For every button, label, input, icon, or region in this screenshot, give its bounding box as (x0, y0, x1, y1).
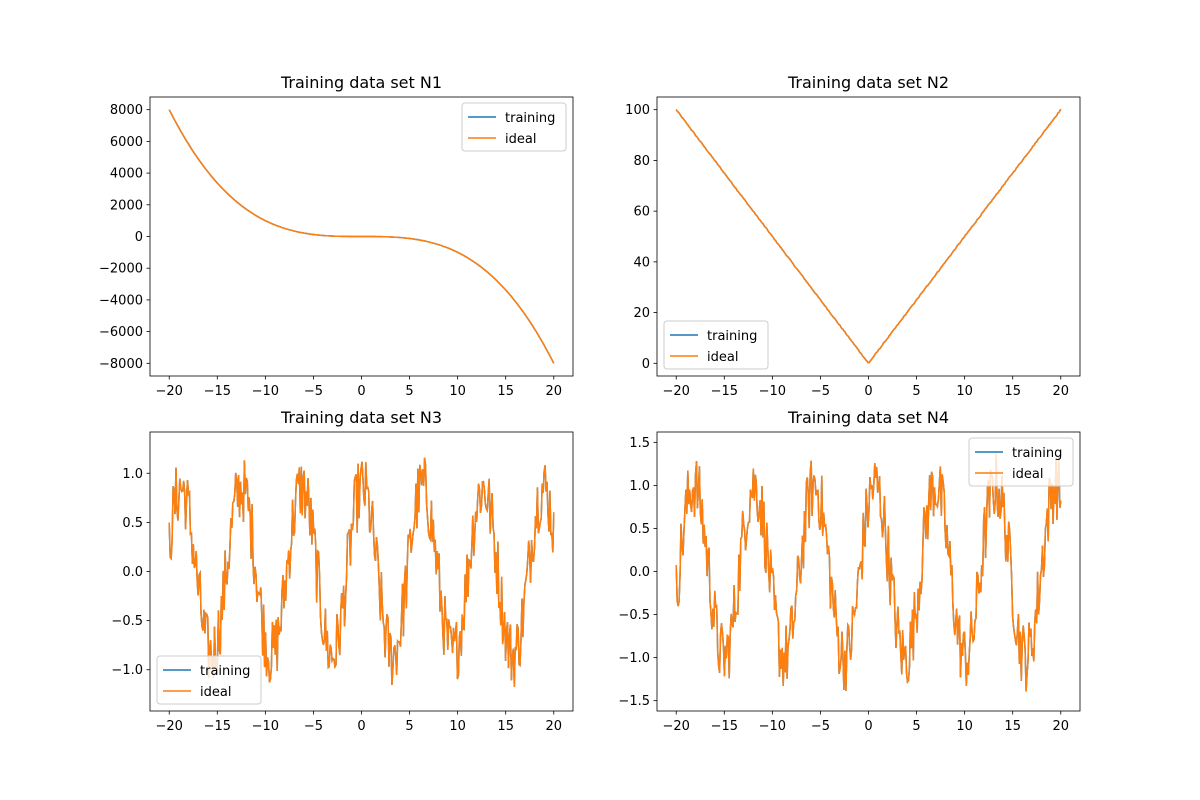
y-tick-label: 1.0 (629, 479, 650, 494)
y-tick-label: −0.5 (618, 608, 650, 623)
series-line-ideal (675, 453, 1062, 692)
x-tick-label: 15 (1004, 384, 1021, 399)
series-line-ideal (168, 457, 555, 688)
legend-label-training: training (1012, 446, 1062, 461)
legend: training ideal (968, 437, 1074, 487)
x-tick-label: −5 (304, 384, 323, 399)
y-tick-label: −0.5 (111, 614, 143, 629)
x-tick-label: −10 (252, 719, 279, 734)
y-tick-label: 0.5 (122, 516, 143, 531)
y-tick-label: 0.5 (629, 522, 650, 537)
legend-box (968, 437, 1074, 487)
x-tick-label: −5 (811, 384, 830, 399)
y-tick-label: −1.5 (618, 694, 650, 709)
y-tick-label: 6000 (110, 135, 143, 150)
x-tick-label: 10 (956, 719, 973, 734)
y-tick-label: 100 (625, 103, 650, 118)
chart-title: Training data set N4 (787, 408, 949, 427)
x-tick-label: −10 (759, 384, 786, 399)
chart-panel-1: Training data set N1 −20 −15 −10 −5 0 5 10 15 20 −… (99, 73, 574, 399)
x-tick-label: −15 (204, 384, 231, 399)
y-tick-label: 4000 (110, 167, 143, 182)
x-tick-label: 0 (357, 719, 365, 734)
y-tick-label: 0.0 (629, 565, 650, 580)
x-tick-label: 15 (497, 719, 514, 734)
legend-label-ideal: ideal (707, 350, 738, 365)
legend-box (156, 655, 262, 705)
y-tick-label: 80 (633, 154, 650, 169)
x-tick-label: 15 (1004, 719, 1021, 734)
legend: training ideal (156, 655, 262, 705)
x-tick-label: 5 (405, 384, 413, 399)
legend-label-ideal: ideal (505, 132, 536, 147)
series-line-ideal (675, 108, 1062, 364)
x-tick-label: −20 (156, 719, 183, 734)
y-tick-label: 1.0 (122, 467, 143, 482)
x-tick-label: 20 (545, 384, 562, 399)
x-tick-label: −5 (304, 719, 323, 734)
x-tick-label: −15 (204, 719, 231, 734)
y-tick-label: −4000 (99, 293, 143, 308)
y-tick-label: 0 (642, 357, 650, 372)
y-tick-label: 1.5 (629, 436, 650, 451)
x-tick-label: −15 (711, 719, 738, 734)
legend-label-training: training (505, 111, 555, 126)
x-tick-label: 5 (405, 719, 413, 734)
chart-panel-4: Training data set N4 −20 −15 −10 −5 0 5 10 15 20 −… (618, 408, 1081, 734)
legend: training ideal (663, 320, 769, 370)
x-tick-label: 20 (545, 719, 562, 734)
x-tick-label: −10 (759, 719, 786, 734)
y-tick-label: −1.0 (618, 651, 650, 666)
y-tick-label: −6000 (99, 325, 143, 340)
legend-label-ideal: ideal (1012, 467, 1043, 482)
y-tick-label: 20 (633, 306, 650, 321)
y-tick-label: 8000 (110, 103, 143, 118)
x-tick-label: −15 (711, 384, 738, 399)
x-tick-label: 10 (956, 384, 973, 399)
y-tick-label: 40 (633, 255, 650, 270)
y-tick-label: 0 (135, 230, 143, 245)
legend-box (461, 102, 567, 152)
x-tick-label: 5 (912, 719, 920, 734)
y-tick-label: −1.0 (111, 663, 143, 678)
x-tick-label: −20 (156, 384, 183, 399)
legend-label-training: training (707, 329, 757, 344)
chart-title: Training data set N1 (280, 73, 442, 92)
chart-title: Training data set N3 (280, 408, 442, 427)
x-tick-label: 10 (449, 384, 466, 399)
y-tick-label: −8000 (99, 357, 143, 372)
x-tick-label: 15 (497, 384, 514, 399)
legend-label-training: training (200, 664, 250, 679)
chart-title: Training data set N2 (787, 73, 949, 92)
x-tick-label: −10 (252, 384, 279, 399)
x-tick-label: 0 (357, 384, 365, 399)
x-tick-label: 20 (1052, 384, 1069, 399)
x-tick-label: 5 (912, 384, 920, 399)
y-tick-label: 0.0 (122, 565, 143, 580)
series-line-ideal (168, 109, 555, 364)
x-tick-label: −20 (663, 384, 690, 399)
legend-label-ideal: ideal (200, 685, 231, 700)
x-tick-label: −20 (663, 719, 690, 734)
x-tick-label: 20 (1052, 719, 1069, 734)
y-tick-label: −2000 (99, 262, 143, 277)
y-tick-label: 2000 (110, 198, 143, 213)
x-tick-label: 0 (864, 719, 872, 734)
legend: training ideal (461, 102, 567, 152)
legend-box (663, 320, 769, 370)
chart-panel-2: Training data set N2 −20 −15 −10 −5 0 5 10 15 20 0… (625, 73, 1081, 399)
y-tick-label: 60 (633, 205, 650, 220)
x-tick-label: −5 (811, 719, 830, 734)
chart-panel-3: Training data set N3 −20 −15 −10 −5 0 5 10 15 20 −… (111, 408, 574, 734)
x-tick-label: 0 (864, 384, 872, 399)
x-tick-label: 10 (449, 719, 466, 734)
